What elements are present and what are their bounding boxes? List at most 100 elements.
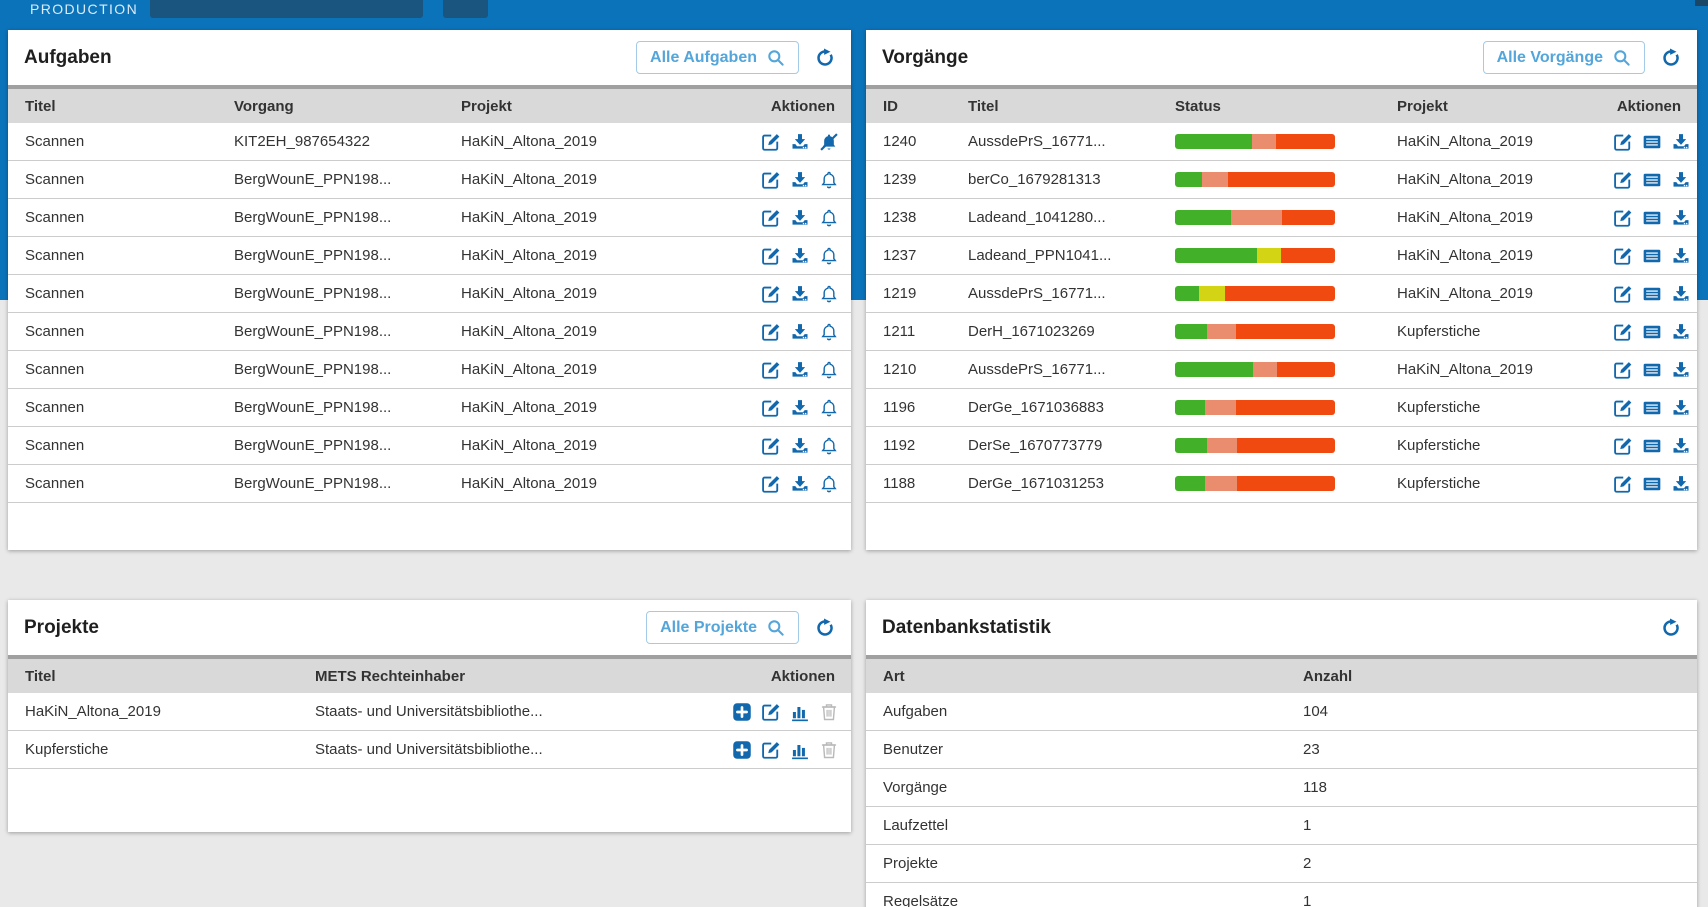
status-segment-salmon (1202, 172, 1228, 187)
edit-icon[interactable] (1613, 360, 1633, 380)
list-icon[interactable] (1642, 474, 1662, 494)
download-icon[interactable] (790, 322, 810, 342)
cell-vorgang: BergWounE_PPN198... (217, 236, 444, 275)
download-icon[interactable] (790, 474, 810, 494)
download-icon[interactable] (790, 170, 810, 190)
cell-projekt: HaKiN_Altona_2019 (1380, 160, 1587, 199)
download-icon[interactable] (1671, 208, 1691, 228)
global-search-input[interactable] (150, 0, 423, 18)
download-icon[interactable] (790, 360, 810, 380)
edit-icon[interactable] (761, 284, 781, 304)
edit-icon[interactable] (761, 398, 781, 418)
chart-icon[interactable] (790, 740, 810, 760)
table-row: Aufgaben 104 (866, 693, 1697, 731)
edit-icon[interactable] (761, 132, 781, 152)
search-icon (766, 618, 785, 637)
cell-projekt: HaKiN_Altona_2019 (444, 350, 671, 389)
download-icon[interactable] (1671, 284, 1691, 304)
list-icon[interactable] (1642, 360, 1662, 380)
bell-icon[interactable] (819, 360, 839, 380)
edit-icon[interactable] (1613, 246, 1633, 266)
edit-icon[interactable] (761, 740, 781, 760)
bell-icon[interactable] (819, 208, 839, 228)
cell-titel: Scannen (8, 426, 217, 465)
bell-slash-icon[interactable] (819, 132, 839, 152)
panel-title-vorgaenge: Vorgänge (882, 46, 969, 68)
chart-icon[interactable] (790, 702, 810, 722)
refresh-icon[interactable] (815, 618, 835, 638)
download-icon[interactable] (790, 246, 810, 266)
cell-art: Projekte (866, 844, 1286, 883)
edit-icon[interactable] (761, 246, 781, 266)
edit-icon[interactable] (761, 208, 781, 228)
actions-cell (671, 198, 851, 237)
alle-aufgaben-label: Alle Aufgaben (650, 48, 757, 66)
download-icon[interactable] (1671, 474, 1691, 494)
list-icon[interactable] (1642, 284, 1662, 304)
edit-icon[interactable] (1613, 436, 1633, 456)
topbar-search-button[interactable] (443, 0, 488, 18)
cell-titel: AussdePrS_16771... (951, 274, 1158, 313)
plus-icon[interactable] (732, 740, 752, 760)
download-icon[interactable] (1671, 132, 1691, 152)
alle-projekte-button[interactable]: Alle Projekte (646, 611, 799, 644)
bell-icon[interactable] (819, 474, 839, 494)
download-icon[interactable] (1671, 322, 1691, 342)
edit-icon[interactable] (761, 436, 781, 456)
status-segment-green (1175, 400, 1206, 415)
actions-cell (1587, 426, 1697, 465)
refresh-icon[interactable] (815, 48, 835, 68)
table-row: 1211 DerH_1671023269 Kupferstiche (866, 312, 1697, 351)
edit-icon[interactable] (761, 322, 781, 342)
alle-projekte-label: Alle Projekte (660, 618, 757, 636)
edit-icon[interactable] (1613, 284, 1633, 304)
cell-art: Benutzer (866, 730, 1286, 769)
list-icon[interactable] (1642, 170, 1662, 190)
refresh-icon[interactable] (1661, 618, 1681, 638)
bell-icon[interactable] (819, 170, 839, 190)
cell-titel: AussdePrS_16771... (951, 350, 1158, 389)
cell-titel: DerGe_1671031253 (951, 464, 1158, 503)
download-icon[interactable] (1671, 398, 1691, 418)
list-icon[interactable] (1642, 436, 1662, 456)
alle-aufgaben-button[interactable]: Alle Aufgaben (636, 41, 799, 74)
bell-icon[interactable] (819, 284, 839, 304)
download-icon[interactable] (790, 436, 810, 456)
edit-icon[interactable] (761, 170, 781, 190)
download-icon[interactable] (1671, 436, 1691, 456)
edit-icon[interactable] (1613, 398, 1633, 418)
cell-vorgang: KIT2EH_987654322 (217, 123, 444, 161)
table-row: Scannen BergWounE_PPN198... HaKiN_Altona_2… (8, 236, 851, 275)
refresh-icon[interactable] (1661, 48, 1681, 68)
edit-icon[interactable] (761, 360, 781, 380)
edit-icon[interactable] (1613, 132, 1633, 152)
download-icon[interactable] (790, 208, 810, 228)
bell-icon[interactable] (819, 246, 839, 266)
cell-projekt: HaKiN_Altona_2019 (444, 426, 671, 465)
edit-icon[interactable] (761, 474, 781, 494)
bell-icon[interactable] (819, 436, 839, 456)
download-icon[interactable] (790, 284, 810, 304)
download-icon[interactable] (1671, 360, 1691, 380)
bell-icon[interactable] (819, 398, 839, 418)
list-icon[interactable] (1642, 208, 1662, 228)
table-row: Benutzer 23 (866, 730, 1697, 769)
list-icon[interactable] (1642, 398, 1662, 418)
download-icon[interactable] (1671, 246, 1691, 266)
list-icon[interactable] (1642, 246, 1662, 266)
download-icon[interactable] (1671, 170, 1691, 190)
download-icon[interactable] (790, 398, 810, 418)
list-icon[interactable] (1642, 322, 1662, 342)
bell-icon[interactable] (819, 322, 839, 342)
column-header-aktionen: Aktionen (695, 655, 851, 693)
edit-icon[interactable] (1613, 208, 1633, 228)
list-icon[interactable] (1642, 132, 1662, 152)
edit-icon[interactable] (1613, 474, 1633, 494)
edit-icon[interactable] (761, 702, 781, 722)
edit-icon[interactable] (1613, 322, 1633, 342)
cell-vorgang: BergWounE_PPN198... (217, 426, 444, 465)
alle-vorgaenge-button[interactable]: Alle Vorgänge (1482, 41, 1645, 74)
plus-icon[interactable] (732, 702, 752, 722)
download-icon[interactable] (790, 132, 810, 152)
edit-icon[interactable] (1613, 170, 1633, 190)
